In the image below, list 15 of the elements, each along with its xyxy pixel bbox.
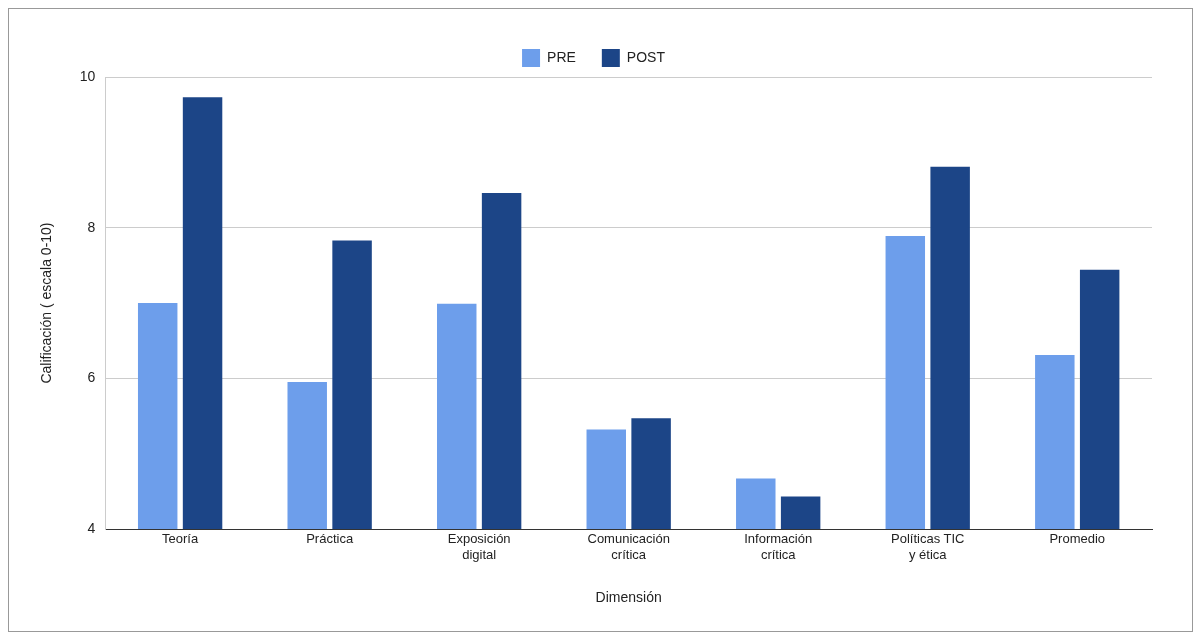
x-tick-label: Comunicación crítica — [587, 531, 670, 562]
x-tick-label: Teoría — [162, 531, 199, 547]
y-axis-title: Calificación ( escala 0-10) — [38, 222, 55, 384]
x-tick-label: Políticas TIC y ética — [891, 531, 965, 562]
x-tick-label: Información crítica — [744, 531, 813, 562]
y-tick-label: 6 — [87, 369, 96, 386]
x-tick-label: Práctica — [306, 531, 354, 547]
y-tick-label: 8 — [87, 218, 96, 235]
y-tick-label: 4 — [87, 519, 96, 536]
x-tick-label: Promedio — [1049, 531, 1106, 547]
legend-label: POST — [626, 48, 666, 65]
x-tick-label: Exposición digital — [447, 531, 511, 562]
y-tick-label: 10 — [79, 67, 96, 84]
x-axis-title: Dimensión — [595, 589, 662, 606]
legend-label: PRE — [547, 48, 576, 65]
